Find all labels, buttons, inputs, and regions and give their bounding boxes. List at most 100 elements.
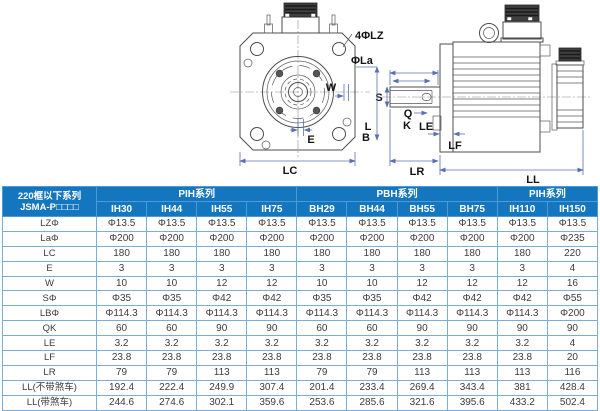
spec-cell: Φ35 — [346, 290, 398, 307]
spec-cell: 113 — [496, 364, 548, 381]
row-label: W — [2, 275, 97, 292]
model-title-line2: JSMA-P□□□□ — [20, 201, 79, 213]
spec-cell: Φ114.3 — [346, 305, 398, 322]
spec-cell: 222.4 — [146, 379, 198, 396]
row-label: LF — [2, 350, 97, 366]
row-label: LZΦ — [2, 216, 97, 232]
spec-cell: 285.6 — [346, 394, 398, 411]
column-header-bh44: BH44 — [346, 201, 398, 217]
spec-cell: 201.4 — [296, 379, 348, 396]
spec-cell: 60 — [346, 320, 398, 337]
column-header-ih150: IH150 — [546, 201, 599, 217]
spec-cell: Φ200 — [296, 230, 348, 247]
spec-cell: 3 — [396, 260, 448, 277]
spec-table: 220框以下系列 JSMA-P□□□□ PIH系列 PBH系列 PIH系列 IH… — [2, 186, 599, 411]
spec-cell: 23.8 — [146, 350, 198, 366]
dim-label-lr: LR — [410, 166, 425, 178]
spec-cell: 180 — [296, 245, 348, 262]
dim-label-q: Q — [404, 108, 413, 120]
spec-cell: 60 — [95, 320, 148, 337]
spec-cell: 502.4 — [546, 394, 599, 411]
spec-cell: 428.4 — [546, 379, 599, 396]
spec-cell: 3 — [196, 260, 248, 277]
spec-cell: 3 — [296, 260, 348, 277]
column-header-ih55: IH55 — [196, 201, 248, 217]
spec-cell: 3.2 — [496, 335, 548, 352]
spec-cell: Φ42 — [196, 290, 248, 307]
spec-cell: Φ13.5 — [346, 216, 398, 232]
dim-label-w: W — [326, 82, 337, 94]
spec-cell: 220 — [546, 245, 599, 262]
spec-cell: 3.2 — [346, 335, 398, 352]
table-row: LE 3.2 3.2 3.2 3.2 3.2 3.2 3.2 3.2 3.2 4 — [2, 335, 599, 352]
spec-cell: Φ13.5 — [496, 216, 548, 232]
spec-cell: Φ114.3 — [95, 305, 148, 322]
motor-dimension-drawing: W E LC 4ΦLZ ΦLa — [230, 2, 592, 186]
spec-cell: Φ13.5 — [196, 216, 248, 232]
spec-cell: 60 — [146, 320, 198, 337]
spec-cell: 3.2 — [95, 335, 148, 352]
table-row: LR 79 79 113 113 79 79 113 113 113 116 — [2, 364, 599, 381]
spec-cell: 249.9 — [196, 379, 248, 396]
series-group-pih: PIH系列 — [95, 186, 298, 202]
spec-cell: 3 — [246, 260, 298, 277]
spec-cell: 269.4 — [396, 379, 448, 396]
spec-cell: 23.8 — [95, 350, 148, 366]
spec-cell: Φ200 — [95, 230, 148, 247]
spec-cell: 359.6 — [246, 394, 298, 411]
spec-cell: Φ114.3 — [496, 305, 548, 322]
spec-cell: 307.4 — [246, 379, 298, 396]
spec-cell: 3.2 — [446, 335, 498, 352]
spec-cell: Φ13.5 — [446, 216, 498, 232]
spec-cell: 321.6 — [396, 394, 448, 411]
spec-cell: 113 — [196, 364, 248, 381]
spec-cell: 90 — [246, 320, 298, 337]
spec-cell: Φ42 — [246, 290, 298, 307]
spec-cell: 192.4 — [95, 379, 148, 396]
table-row: LC 180 180 180 180 180 180 180 180 180 220 — [2, 245, 599, 262]
spec-cell: 3.2 — [196, 335, 248, 352]
spec-cell: 90 — [196, 320, 248, 337]
row-label: LL(不带煞车) — [2, 379, 97, 396]
spec-cell: Φ13.5 — [296, 216, 348, 232]
spec-cell: 302.1 — [196, 394, 248, 411]
spec-cell: 3 — [95, 260, 148, 277]
dim-label-s: S — [375, 92, 382, 104]
spec-cell: 20 — [546, 350, 599, 366]
spec-cell: 113 — [246, 364, 298, 381]
spec-cell: 90 — [496, 320, 548, 337]
spec-cell: 3 — [446, 260, 498, 277]
spec-cell: 381 — [496, 379, 548, 396]
spec-cell: 180 — [95, 245, 148, 262]
spec-cell: 180 — [446, 245, 498, 262]
spec-cell: 23.8 — [246, 350, 298, 366]
series-group-pbh: PBH系列 — [296, 186, 498, 202]
row-label: LBΦ — [2, 305, 97, 322]
column-header-bh55: BH55 — [396, 201, 448, 217]
spec-cell: 12 — [246, 275, 298, 292]
dim-label-lc: LC — [283, 165, 298, 177]
spec-cell: Φ13.5 — [546, 216, 599, 232]
dim-label-k: K — [403, 120, 411, 132]
column-header-bh75: BH75 — [446, 201, 498, 217]
dim-label-l: L — [365, 121, 372, 133]
table-row: SΦ Φ35 Φ35 Φ42 Φ42 Φ35 Φ35 Φ42 Φ42 Φ42 Φ55 — [2, 290, 599, 307]
spec-cell: Φ114.3 — [296, 305, 348, 322]
spec-cell: Φ200 — [196, 230, 248, 247]
spec-cell: 4 — [546, 260, 599, 277]
dim-label-e: E — [307, 134, 314, 146]
row-label: SΦ — [2, 290, 97, 307]
column-header-ih44: IH44 — [146, 201, 198, 217]
spec-cell: 10 — [95, 275, 148, 292]
spec-cell: Φ13.5 — [146, 216, 198, 232]
dim-label-la: ΦLa — [351, 55, 374, 67]
spec-cell: 12 — [496, 275, 548, 292]
table-row: LZΦ Φ13.5 Φ13.5 Φ13.5 Φ13.5 Φ13.5 Φ13.5 Φ13.5 Φ1… — [2, 216, 599, 232]
model-title-line1: 220框以下系列 — [17, 190, 82, 202]
spec-cell: 12 — [196, 275, 248, 292]
spec-cell: 16 — [546, 275, 599, 292]
spec-cell: 3 — [346, 260, 398, 277]
table-row: QK 60 60 90 90 60 60 90 90 90 90 — [2, 320, 599, 337]
